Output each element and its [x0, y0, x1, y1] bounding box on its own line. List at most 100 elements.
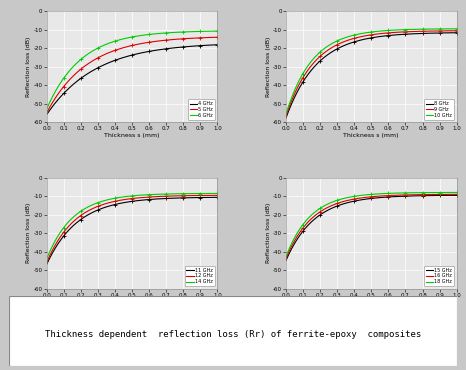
16 GHz — [454, 192, 459, 196]
4 GHz — [145, 49, 151, 54]
Line: 11 GHz: 11 GHz — [47, 197, 218, 264]
5 GHz — [125, 44, 130, 49]
16 GHz — [364, 195, 370, 199]
16 GHz — [423, 192, 429, 197]
Line: 16 GHz: 16 GHz — [286, 194, 457, 259]
14 GHz — [137, 193, 142, 198]
8 GHz — [454, 30, 459, 35]
14 GHz — [184, 191, 190, 196]
9 GHz — [365, 33, 371, 37]
10 GHz — [364, 30, 370, 35]
Line: 12 GHz: 12 GHz — [47, 195, 218, 262]
10 GHz — [365, 30, 371, 35]
16 GHz — [450, 192, 455, 196]
16 GHz — [385, 194, 391, 198]
12 GHz — [145, 195, 151, 199]
11 GHz — [145, 197, 151, 202]
9 GHz — [454, 28, 459, 33]
12 GHz — [137, 196, 142, 200]
Line: 4 GHz: 4 GHz — [47, 45, 218, 114]
6 GHz — [137, 34, 142, 38]
15 GHz — [454, 193, 459, 198]
6 GHz — [125, 36, 130, 40]
14 GHz — [125, 194, 130, 199]
14 GHz — [211, 191, 216, 196]
Line: 5 GHz: 5 GHz — [47, 37, 218, 112]
4 GHz — [184, 44, 190, 49]
8 GHz — [365, 36, 371, 41]
10 GHz — [385, 28, 391, 33]
Legend: 8 GHz, 9 GHz, 10 GHz: 8 GHz, 9 GHz, 10 GHz — [424, 99, 454, 120]
18 GHz — [376, 192, 381, 196]
Line: 9 GHz: 9 GHz — [286, 31, 457, 116]
10 GHz — [283, 112, 289, 116]
12 GHz — [44, 260, 49, 265]
8 GHz — [385, 33, 391, 38]
Y-axis label: Reflection loss (dB): Reflection loss (dB) — [27, 36, 31, 97]
5 GHz — [137, 42, 142, 46]
15 GHz — [365, 196, 371, 201]
8 GHz — [376, 34, 381, 39]
10 GHz — [423, 27, 429, 31]
Legend: 4 GHz, 5 GHz, 6 GHz: 4 GHz, 5 GHz, 6 GHz — [188, 99, 215, 120]
12 GHz — [125, 197, 130, 201]
14 GHz — [44, 256, 49, 261]
4 GHz — [126, 54, 132, 58]
16 GHz — [365, 195, 371, 199]
8 GHz — [364, 37, 370, 41]
Line: 15 GHz: 15 GHz — [286, 195, 457, 260]
Line: 10 GHz: 10 GHz — [286, 29, 457, 114]
6 GHz — [211, 29, 216, 33]
Line: 18 GHz: 18 GHz — [286, 192, 457, 257]
11 GHz — [44, 262, 49, 266]
9 GHz — [385, 31, 391, 35]
8 GHz — [450, 31, 455, 35]
10 GHz — [376, 29, 381, 33]
4 GHz — [215, 43, 220, 47]
15 GHz — [450, 193, 455, 198]
Line: 14 GHz: 14 GHz — [47, 194, 218, 259]
18 GHz — [385, 191, 391, 196]
6 GHz — [44, 107, 49, 111]
Legend: 15 GHz, 16 GHz, 18 GHz: 15 GHz, 16 GHz, 18 GHz — [424, 266, 454, 286]
6 GHz — [126, 36, 132, 40]
18 GHz — [450, 190, 455, 195]
10 GHz — [450, 27, 455, 31]
11 GHz — [211, 195, 216, 199]
Y-axis label: Reflection loss (dB): Reflection loss (dB) — [27, 203, 31, 263]
X-axis label: Thickness s (mm): Thickness s (mm) — [343, 133, 399, 138]
5 GHz — [215, 35, 220, 40]
Y-axis label: Reflection loss (dB): Reflection loss (dB) — [266, 36, 271, 97]
X-axis label: Thickness s (mm): Thickness s (mm) — [104, 300, 160, 305]
5 GHz — [44, 110, 49, 115]
18 GHz — [365, 192, 371, 197]
15 GHz — [385, 195, 391, 199]
8 GHz — [423, 31, 429, 36]
4 GHz — [44, 112, 49, 117]
16 GHz — [283, 256, 289, 261]
5 GHz — [145, 40, 151, 45]
18 GHz — [423, 191, 429, 195]
4 GHz — [125, 54, 130, 58]
Line: 8 GHz: 8 GHz — [286, 33, 457, 118]
10 GHz — [454, 27, 459, 31]
11 GHz — [215, 195, 220, 199]
11 GHz — [184, 196, 190, 200]
15 GHz — [376, 195, 381, 200]
6 GHz — [184, 30, 190, 34]
12 GHz — [211, 193, 216, 198]
15 GHz — [423, 194, 429, 198]
Legend: 11 GHz, 12 GHz, 14 GHz: 11 GHz, 12 GHz, 14 GHz — [185, 266, 215, 286]
14 GHz — [215, 191, 220, 196]
11 GHz — [137, 198, 142, 203]
14 GHz — [145, 192, 151, 197]
11 GHz — [125, 200, 130, 204]
9 GHz — [450, 28, 455, 33]
4 GHz — [211, 43, 216, 47]
16 GHz — [376, 194, 381, 198]
15 GHz — [283, 258, 289, 263]
5 GHz — [184, 36, 190, 41]
18 GHz — [283, 255, 289, 259]
12 GHz — [215, 193, 220, 198]
14 GHz — [126, 194, 132, 198]
